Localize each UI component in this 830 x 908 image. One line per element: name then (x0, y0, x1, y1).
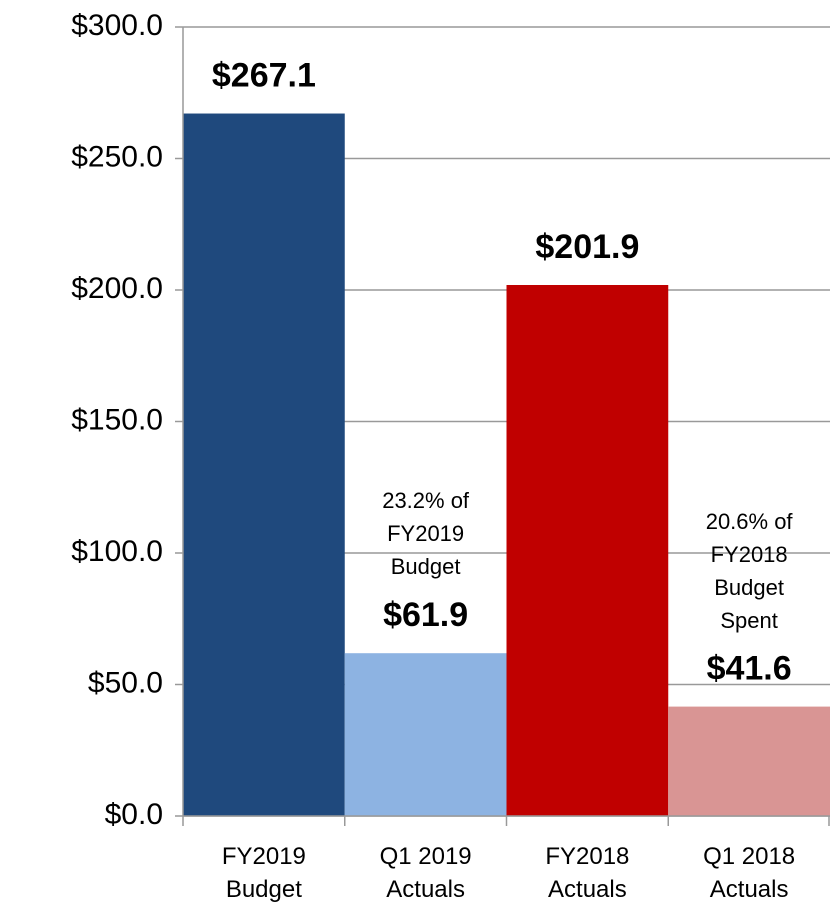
y-tick-label: $200.0 (71, 272, 163, 305)
y-tick-label: $150.0 (71, 403, 163, 436)
x-tick-label: Q1 2018 Actuals (703, 843, 796, 903)
y-tick-label: $300.0 (71, 9, 163, 42)
value-label: $61.9 (383, 596, 468, 634)
value-label: $267.1 (212, 57, 316, 95)
value-label: $201.9 (535, 228, 639, 266)
annotation: 20.6% of FY2018 Budget Spent (705, 508, 793, 633)
x-tick-label: FY2018 Actuals (545, 843, 630, 903)
bar (506, 285, 669, 816)
y-tick-label: $100.0 (71, 535, 163, 568)
bar (183, 113, 345, 817)
value-label: $41.6 (707, 650, 792, 688)
y-tick-label: $250.0 (71, 140, 163, 173)
bar (344, 653, 507, 816)
x-tick-label: Q1 2019 Actuals (379, 843, 472, 903)
y-tick-label: $50.0 (88, 666, 163, 699)
y-tick-label: $0.0 (105, 798, 163, 831)
annotation: 23.2% of FY2019 Budget (382, 488, 470, 580)
bar (668, 706, 830, 816)
x-tick-label: FY2019 Budget (221, 843, 306, 903)
